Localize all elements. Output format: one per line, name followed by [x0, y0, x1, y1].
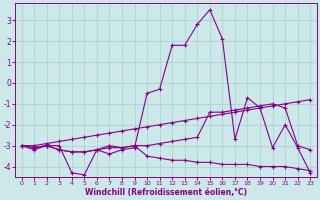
X-axis label: Windchill (Refroidissement éolien,°C): Windchill (Refroidissement éolien,°C): [85, 188, 247, 197]
